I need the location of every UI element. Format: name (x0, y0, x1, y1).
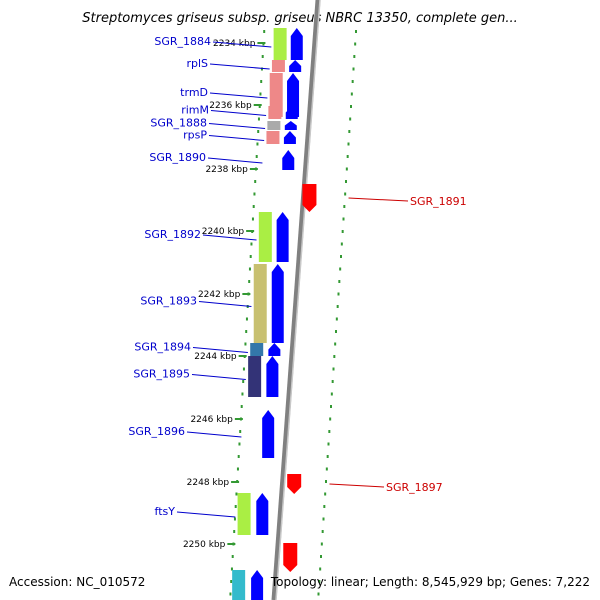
gene-label-leader (176, 511, 236, 518)
gene-label-leader (207, 157, 263, 164)
forward-gene-arrow[interactable] (285, 106, 298, 119)
forward-gene-arrow[interactable] (276, 212, 289, 262)
gene-label-leader (191, 374, 246, 380)
function-color-bar (250, 343, 264, 356)
kbp-label: 2236 kbp (209, 101, 252, 111)
forward-gene-arrow[interactable] (287, 73, 300, 117)
gene-label-leader (208, 123, 266, 129)
function-color-bar (248, 356, 262, 397)
forward-gene-arrow[interactable] (290, 28, 303, 60)
gene-label-leader (186, 431, 242, 438)
gene-label-leader (210, 110, 267, 116)
gene-label-left[interactable]: SGR_1893 (140, 295, 197, 308)
function-color-bar (273, 28, 287, 60)
reverse-gene-arrow[interactable] (283, 543, 298, 572)
kbp-label: 2244 kbp (194, 352, 237, 362)
accession-text: Accession: NC_010572 (9, 575, 145, 589)
kbp-label: 2250 kbp (183, 540, 226, 550)
gene-label-leader (202, 234, 257, 241)
function-color-bar (268, 106, 282, 119)
kbp-label: 2246 kbp (190, 415, 233, 425)
forward-gene-arrow[interactable] (256, 493, 269, 535)
gene-label-leader (209, 92, 268, 99)
genome-summary-text: Topology: linear; Length: 8,545,929 bp; … (270, 575, 590, 589)
gene-label-leader (192, 347, 248, 353)
kbp-label: 2240 kbp (202, 227, 245, 237)
function-color-bar (271, 60, 285, 72)
gene-label-leader (212, 41, 272, 48)
page-title: Streptomyces griseus subsp. griseus NBRC… (82, 11, 517, 26)
forward-gene-arrow[interactable] (284, 121, 297, 130)
gene-label-left[interactable]: rplS (186, 57, 208, 70)
gene-layer (232, 28, 317, 600)
gene-label-left[interactable]: SGR_1892 (144, 228, 201, 241)
gene-label-leader (208, 135, 265, 141)
forward-gene-arrow[interactable] (282, 150, 295, 170)
gene-label-left[interactable]: trmD (180, 86, 208, 99)
function-color-bar (232, 570, 246, 600)
gene-label-right[interactable]: SGR_1891 (410, 195, 467, 208)
gene-label-left[interactable]: SGR_1896 (128, 425, 185, 438)
forward-gene-arrow[interactable] (266, 356, 279, 397)
gene-label-left[interactable]: SGR_1884 (154, 35, 211, 48)
forward-gene-arrow[interactable] (262, 410, 275, 458)
gene-label-left[interactable]: SGR_1895 (133, 368, 190, 381)
kbp-label: 2242 kbp (198, 290, 241, 300)
kbp-label: 2238 kbp (205, 165, 248, 175)
gene-label-left[interactable]: SGR_1888 (150, 117, 207, 130)
gene-label-leader (348, 197, 409, 202)
forward-gene-arrow[interactable] (283, 131, 296, 144)
chromosome-highlight (275, 0, 321, 600)
chromosome-axis (271, 0, 321, 600)
gene-label-leader (198, 301, 252, 307)
forward-gene-arrow[interactable] (251, 570, 264, 600)
function-color-bar (253, 264, 267, 343)
gene-label-right[interactable]: SGR_1897 (386, 481, 443, 494)
forward-gene-arrow[interactable] (268, 343, 281, 356)
gene-label-left[interactable]: rimM (181, 104, 209, 117)
function-color-bar (237, 493, 251, 535)
function-color-bar (267, 121, 281, 130)
gene-label-left[interactable]: rpsP (183, 129, 207, 142)
function-color-bar (266, 131, 280, 144)
gene-label-leader (329, 483, 385, 488)
kbp-label: 2248 kbp (187, 478, 230, 488)
function-color-bar (258, 212, 272, 262)
gene-label-leader (209, 63, 270, 70)
gene-label-left[interactable]: SGR_1890 (149, 151, 206, 164)
forward-gene-arrow[interactable] (289, 60, 302, 72)
reverse-gene-arrow[interactable] (302, 184, 317, 212)
gene-label-left[interactable]: ftsY (155, 505, 176, 518)
gene-label-left[interactable]: SGR_1894 (134, 341, 191, 354)
reverse-gene-arrow[interactable] (287, 474, 302, 494)
forward-gene-arrow[interactable] (271, 264, 284, 343)
